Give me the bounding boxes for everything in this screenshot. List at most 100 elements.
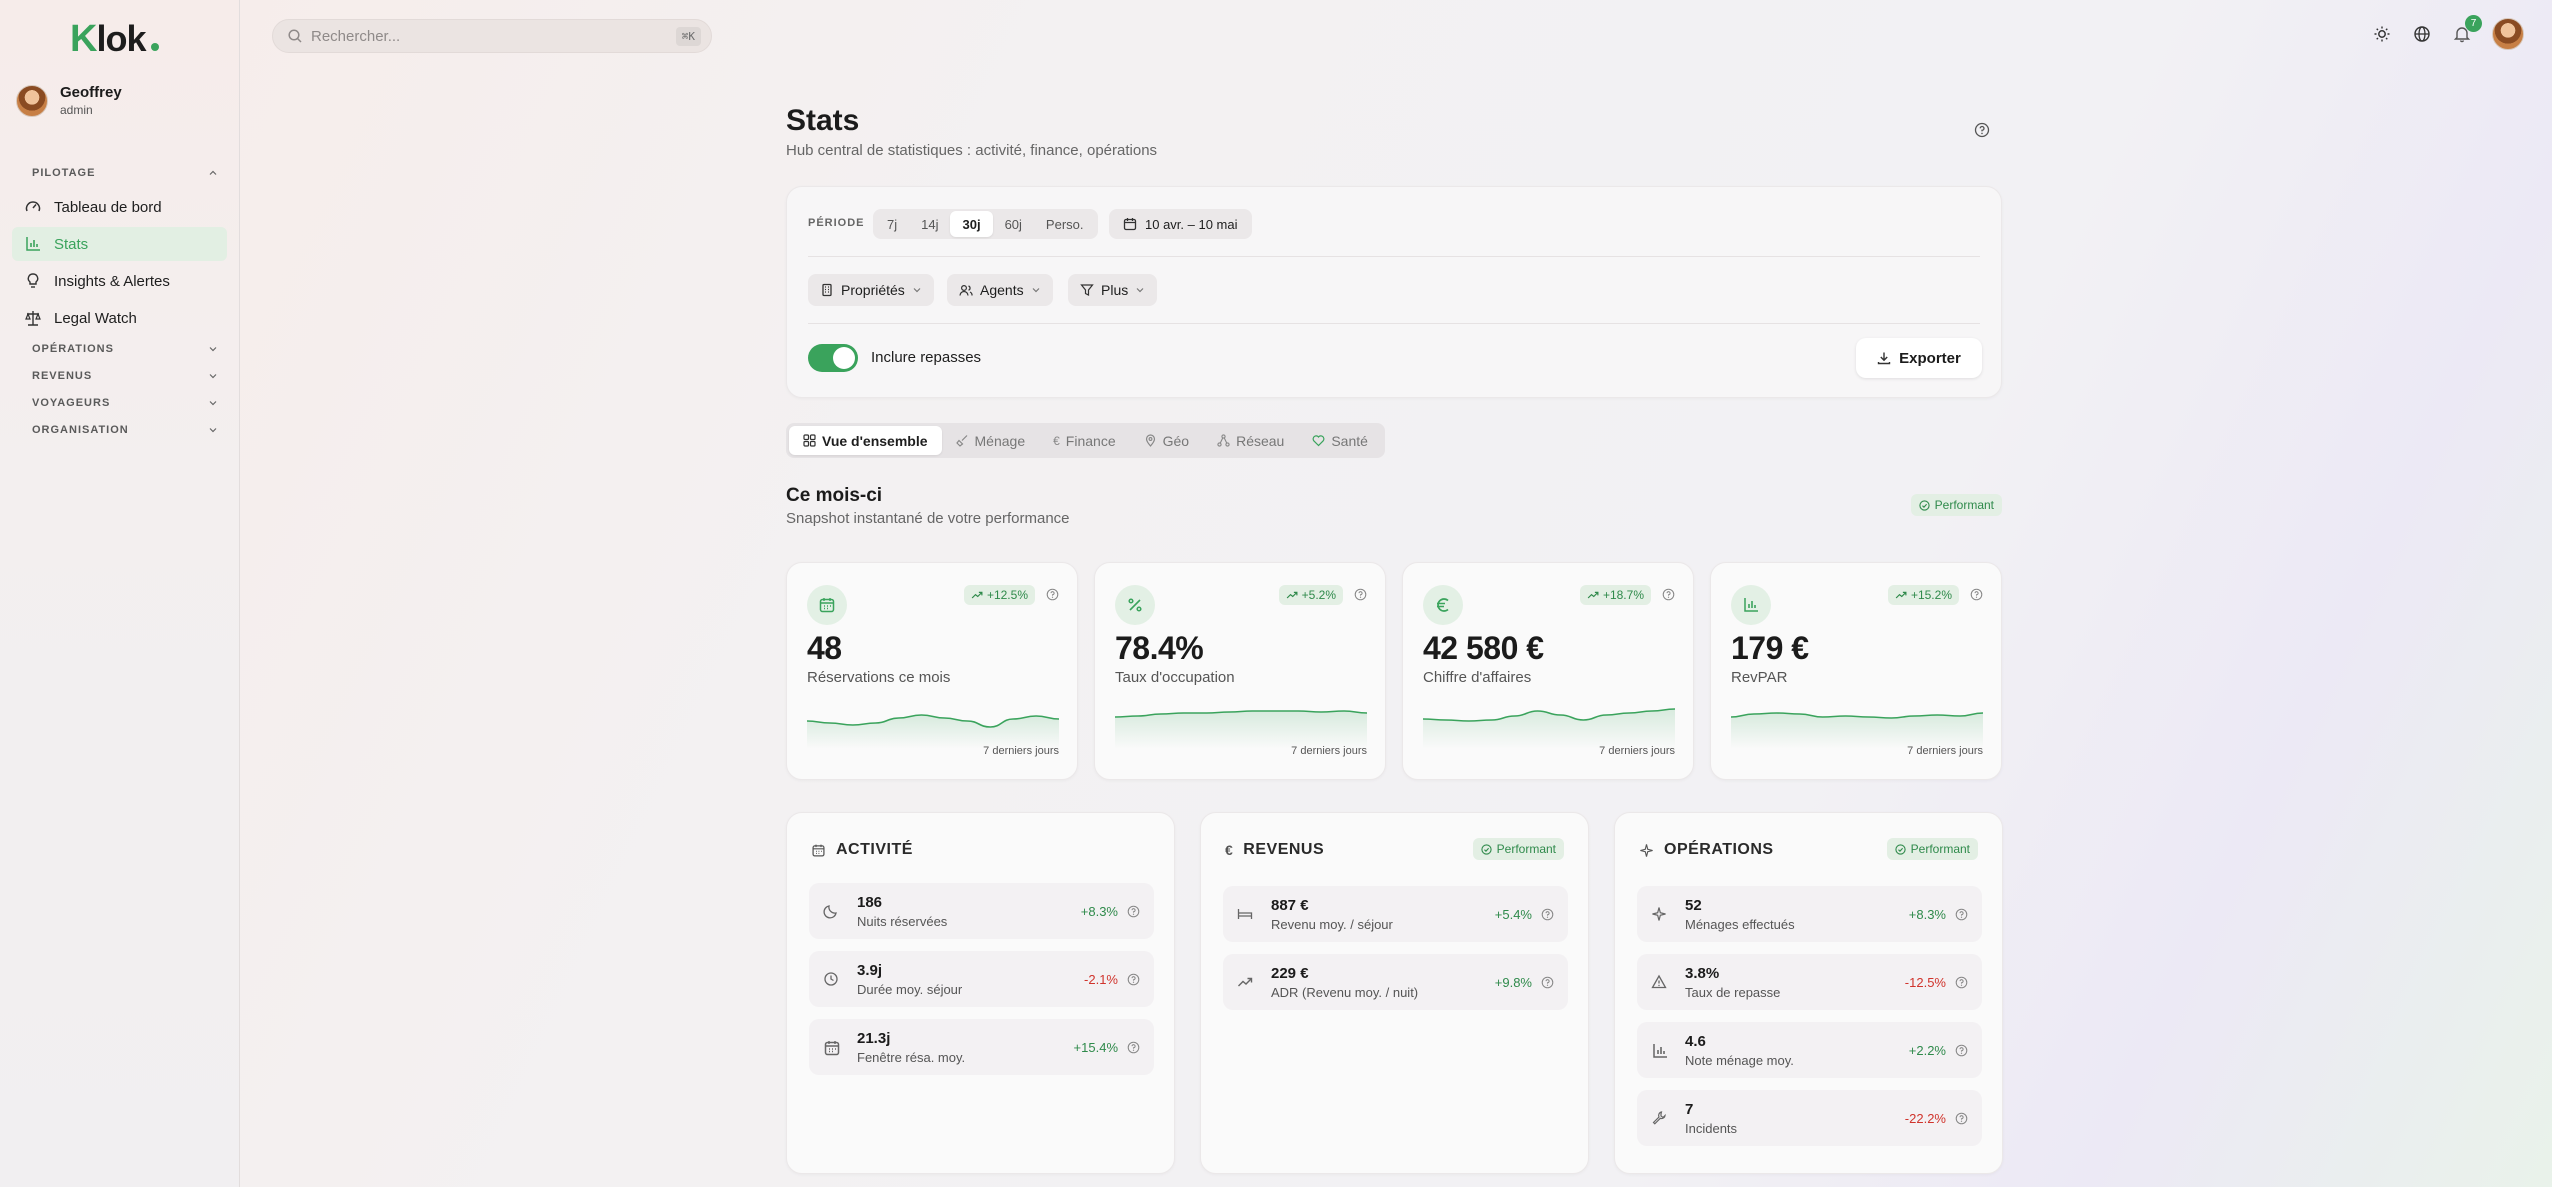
help-circle-icon[interactable] — [1127, 973, 1140, 986]
kpi-card[interactable]: +18.7% 42 580 € Chiffre d'affaires 7 der… — [1402, 562, 1694, 780]
kpi-card[interactable]: +12.5% 48 Réservations ce mois 7 dernier… — [786, 562, 1078, 780]
nav-group-voyageurs[interactable]: VOYAGEURS — [32, 397, 218, 409]
help-circle-icon[interactable] — [1541, 976, 1554, 989]
sidebar-item-insights[interactable]: Insights & Alertes — [12, 264, 227, 298]
include-repasses-toggle[interactable] — [808, 344, 858, 372]
category-card: € REVENUS Performant 887 € Revenu moy. / s… — [1200, 812, 1589, 1174]
tab-reseau[interactable]: Réseau — [1203, 426, 1298, 455]
search-icon — [288, 29, 302, 43]
theme-toggle-button[interactable] — [2372, 24, 2392, 44]
help-circle-icon[interactable] — [1955, 976, 1968, 989]
help-circle-icon[interactable] — [1046, 588, 1059, 601]
period-option-14j[interactable]: 14j — [921, 216, 939, 232]
category-title-text: REVENUS — [1243, 841, 1325, 858]
metric-row[interactable]: 229 € ADR (Revenu moy. / nuit) +9.8% — [1223, 954, 1568, 1010]
period-option-30j[interactable]: 30j — [950, 211, 993, 237]
euro-icon — [1423, 585, 1463, 625]
wrench-icon — [1651, 1110, 1667, 1126]
euro-icon: € — [1053, 433, 1060, 448]
stats-tabs: Vue d'ensemble Ménage € Finance Géo Rése… — [786, 423, 1385, 458]
notification-badge: 7 — [2465, 15, 2482, 32]
help-circle-icon — [1974, 122, 1990, 138]
status-badge: Performant — [1886, 838, 1978, 860]
sidebar-item-legal-watch[interactable]: Legal Watch — [12, 301, 227, 335]
kpi-label: Réservations ce mois — [807, 669, 951, 686]
help-circle-icon[interactable] — [1970, 588, 1983, 601]
tab-vue-ensemble[interactable]: Vue d'ensemble — [789, 426, 942, 455]
category-title-text: ACTIVITÉ — [836, 841, 913, 858]
tab-menage[interactable]: Ménage — [942, 426, 1040, 455]
metric-delta: +2.2% — [1908, 1043, 1946, 1058]
tab-sante[interactable]: Santé — [1298, 426, 1382, 455]
kpi-card[interactable]: +5.2% 78.4% Taux d'occupation 7 derniers… — [1094, 562, 1386, 780]
sparkles-icon — [1639, 843, 1654, 858]
properties-dropdown[interactable]: Propriétés — [808, 274, 934, 306]
topbar-actions: 7 — [2372, 15, 2524, 50]
avatar[interactable] — [2492, 18, 2524, 50]
metric-row[interactable]: 4.6 Note ménage moy. +2.2% — [1637, 1022, 1982, 1078]
help-circle-icon[interactable] — [1354, 588, 1367, 601]
sidebar-item-tableau-de-bord[interactable]: Tableau de bord — [12, 190, 227, 224]
metric-value: 887 € — [1271, 897, 1309, 914]
metric-row[interactable]: 887 € Revenu moy. / séjour +5.4% — [1223, 886, 1568, 942]
help-circle-icon[interactable] — [1955, 908, 1968, 921]
agents-dropdown[interactable]: Agents — [947, 274, 1053, 306]
search-input[interactable]: Rechercher... ⌘K — [272, 19, 712, 53]
nav-group-operations[interactable]: OPÉRATIONS — [32, 343, 218, 355]
logo-wordmark: lok — [96, 18, 146, 59]
divider — [808, 256, 1980, 257]
metric-row[interactable]: 52 Ménages effectués +8.3% — [1637, 886, 1982, 942]
sidebar-item-label: Legal Watch — [54, 309, 137, 327]
sparkline-area — [1115, 711, 1367, 749]
chevron-down-icon — [913, 288, 921, 293]
nav-group-pilotage[interactable]: PILOTAGE — [32, 167, 218, 179]
tab-finance[interactable]: € Finance — [1039, 426, 1130, 455]
metric-value: 7 — [1685, 1101, 1694, 1118]
tab-geo[interactable]: Géo — [1130, 426, 1203, 455]
metric-row[interactable]: 186 Nuits réservées +8.3% — [809, 883, 1154, 939]
sparkles-icon — [1651, 906, 1667, 922]
toggle-label: Inclure repasses — [871, 349, 982, 366]
nav-group-label: PILOTAGE — [32, 167, 96, 179]
language-button[interactable] — [2412, 24, 2432, 44]
kpi-card[interactable]: +15.2% 179 € RevPAR 7 derniers jours — [1710, 562, 2002, 780]
help-circle-icon[interactable] — [1662, 588, 1675, 601]
more-filters-dropdown[interactable]: Plus — [1068, 274, 1158, 306]
sidebar-item-stats[interactable]: Stats — [12, 227, 227, 261]
help-circle-icon[interactable] — [1127, 1041, 1140, 1054]
metric-label: Revenu moy. / séjour — [1271, 917, 1393, 932]
help-circle-icon[interactable] — [1955, 1044, 1968, 1057]
category-title: € REVENUS — [1225, 841, 1324, 859]
metric-row[interactable]: 21.3j Fenêtre résa. moy. +15.4% — [809, 1019, 1154, 1075]
nav-group-organisation[interactable]: ORGANISATION — [32, 424, 218, 436]
moon-icon — [823, 903, 839, 919]
metric-delta: +15.4% — [1073, 1040, 1118, 1055]
export-button[interactable]: Exporter — [1856, 338, 1982, 378]
kpi-footnote: 7 derniers jours — [983, 745, 1059, 757]
period-option-custom[interactable]: Perso. — [1045, 216, 1084, 232]
sparkline-area — [1423, 709, 1675, 749]
metric-row[interactable]: 3.8% Taux de repasse -12.5% — [1637, 954, 1982, 1010]
grid-icon — [803, 434, 816, 447]
help-button[interactable] — [1974, 122, 1990, 138]
chevron-down-icon — [1032, 288, 1040, 293]
notifications-button[interactable]: 7 — [2452, 15, 2482, 44]
bell-icon — [2453, 27, 2471, 43]
help-circle-icon[interactable] — [1955, 1112, 1968, 1125]
chevron-down-icon — [1136, 288, 1144, 293]
help-circle-icon[interactable] — [1127, 905, 1140, 918]
nav-group-revenus[interactable]: REVENUS — [32, 370, 218, 382]
period-option-7j[interactable]: 7j — [887, 216, 898, 232]
period-option-60j[interactable]: 60j — [1004, 216, 1022, 232]
percent-icon — [1115, 585, 1155, 625]
logo[interactable]: K lok — [70, 18, 160, 62]
sun-icon — [2374, 26, 2390, 42]
metric-row[interactable]: 7 Incidents -22.2% — [1637, 1090, 1982, 1146]
help-circle-icon[interactable] — [1541, 908, 1554, 921]
metric-row[interactable]: 3.9j Durée moy. séjour -2.1% — [809, 951, 1154, 1007]
nav-group-label: ORGANISATION — [32, 424, 129, 436]
user-profile[interactable]: Geoffrey admin — [16, 84, 122, 117]
date-range-picker[interactable]: 10 avr. – 10 mai — [1109, 209, 1252, 239]
metric-label: Durée moy. séjour — [857, 982, 963, 997]
tab-label: Finance — [1065, 432, 1116, 449]
